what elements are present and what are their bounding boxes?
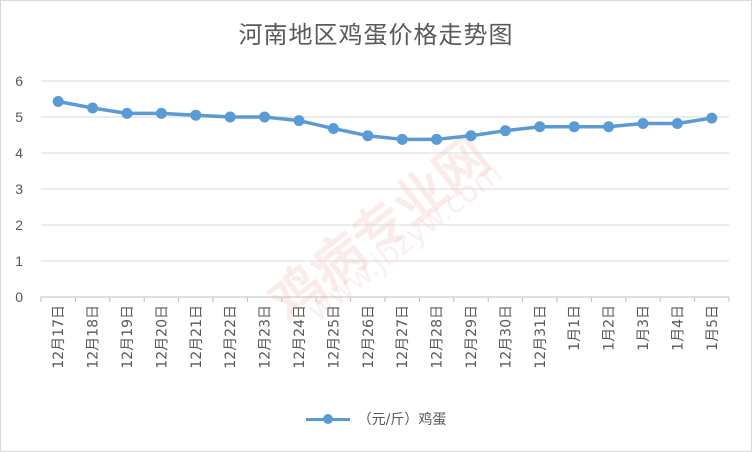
data-point[interactable] xyxy=(293,115,305,127)
data-point[interactable] xyxy=(603,121,615,133)
data-point[interactable] xyxy=(431,133,443,145)
data-point[interactable] xyxy=(465,130,477,142)
y-tick-label: 2 xyxy=(15,217,23,233)
data-point[interactable] xyxy=(259,111,271,123)
x-tick-label: 12月25日 xyxy=(326,305,342,369)
x-tick-label: 1月2日 xyxy=(602,305,618,351)
data-point[interactable] xyxy=(362,130,374,142)
gridlines xyxy=(41,80,729,262)
data-point[interactable] xyxy=(706,112,718,124)
data-point[interactable] xyxy=(155,107,167,119)
data-point[interactable] xyxy=(499,125,511,137)
x-tick-label: 12月30日 xyxy=(498,305,514,369)
y-tick-label: 1 xyxy=(15,253,23,269)
chart-title: 河南地区鸡蛋价格走势图 xyxy=(238,21,514,49)
data-point[interactable] xyxy=(224,111,236,123)
y-tick-label: 3 xyxy=(15,181,23,197)
x-tick-label: 12月19日 xyxy=(120,305,136,369)
x-tick-label: 1月1日 xyxy=(567,305,583,351)
x-tick-label: 12月17日 xyxy=(51,305,67,369)
x-tick-label: 12月28日 xyxy=(430,305,446,369)
x-tick-label: 1月4日 xyxy=(670,305,686,351)
y-tick-label: 0 xyxy=(15,289,23,305)
data-point[interactable] xyxy=(121,107,133,119)
legend: （元/斤）鸡蛋 xyxy=(1,409,751,429)
x-tick-label: 12月31日 xyxy=(533,305,549,369)
series-egg-price xyxy=(52,96,718,145)
x-tick-label: 12月22日 xyxy=(223,305,239,369)
x-tick-label: 12月29日 xyxy=(464,305,480,369)
x-tick-label: 12月26日 xyxy=(361,305,377,369)
y-tick-label: 4 xyxy=(15,145,23,161)
y-tick-label: 6 xyxy=(15,73,23,89)
data-point[interactable] xyxy=(327,123,339,135)
x-tick-label: 12月24日 xyxy=(292,305,308,369)
data-point[interactable] xyxy=(87,102,99,114)
legend-marker xyxy=(305,414,350,424)
data-point[interactable] xyxy=(568,121,580,133)
x-tick-label: 12月23日 xyxy=(258,305,274,369)
data-point[interactable] xyxy=(671,117,683,129)
x-tick-label: 12月21日 xyxy=(189,305,205,369)
data-point[interactable] xyxy=(534,121,546,133)
x-axis xyxy=(40,296,730,302)
y-axis-ticks: 0 1 2 3 4 5 6 xyxy=(15,73,23,305)
legend-label: （元/斤）鸡蛋 xyxy=(357,412,447,428)
data-point[interactable] xyxy=(52,96,64,108)
legend-item-egg[interactable]: （元/斤）鸡蛋 xyxy=(305,409,447,429)
data-point[interactable] xyxy=(637,117,649,129)
x-tick-label: 12月20日 xyxy=(154,305,170,369)
series-line xyxy=(56,99,714,142)
x-tick-label: 12月18日 xyxy=(86,305,102,369)
x-tick-label: 1月5日 xyxy=(705,305,721,351)
data-point[interactable] xyxy=(396,133,408,145)
y-tick-label: 5 xyxy=(15,109,23,125)
data-point[interactable] xyxy=(190,109,202,121)
x-axis-labels: 12月17日 12月18日 12月19日 12月20日 12月21日 12月22日 12月2… xyxy=(51,305,721,369)
x-tick-label: 1月3日 xyxy=(636,305,652,351)
x-tick-label: 12月27日 xyxy=(395,305,411,369)
